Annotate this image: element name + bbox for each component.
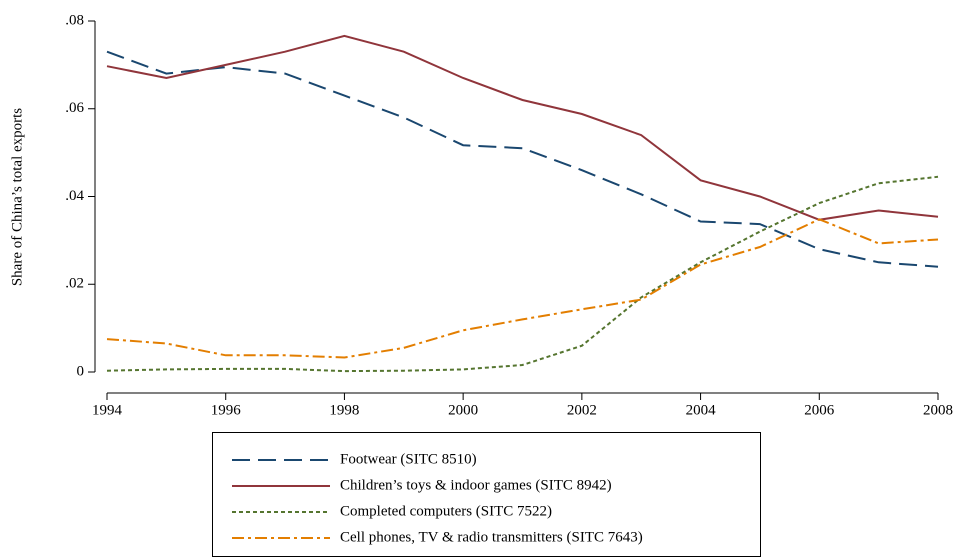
- x-tick-label: 2008: [923, 402, 953, 418]
- y-tick-label: .08: [65, 12, 84, 28]
- x-tick-label: 1994: [92, 402, 123, 418]
- y-tick-label: .02: [65, 276, 84, 292]
- x-tick-label: 1998: [329, 402, 359, 418]
- series-line: [106, 50, 939, 268]
- x-tick-label: 2004: [686, 402, 717, 418]
- y-axis-title: Share of China’s total exports: [9, 108, 25, 286]
- x-tick-label: 2000: [448, 402, 478, 418]
- x-tick-label: 2006: [804, 402, 835, 418]
- legend-label: Footwear (SITC 8510): [340, 451, 477, 467]
- legend-label: Children’s toys & indoor games (SITC 894…: [340, 477, 612, 493]
- series-line: [106, 34, 939, 221]
- x-tick-label: 1996: [211, 402, 242, 418]
- legend-box: [212, 432, 761, 557]
- series-line: [106, 175, 939, 373]
- legend-label: Completed computers (SITC 7522): [340, 503, 552, 519]
- series-line: [106, 218, 939, 359]
- legend-label: Cell phones, TV & radio transmitters (SI…: [340, 529, 643, 545]
- x-tick-label: 2002: [567, 402, 597, 418]
- y-tick-label: .06: [65, 100, 84, 116]
- y-tick-label: 0: [77, 363, 85, 379]
- y-tick-label: .04: [65, 188, 84, 204]
